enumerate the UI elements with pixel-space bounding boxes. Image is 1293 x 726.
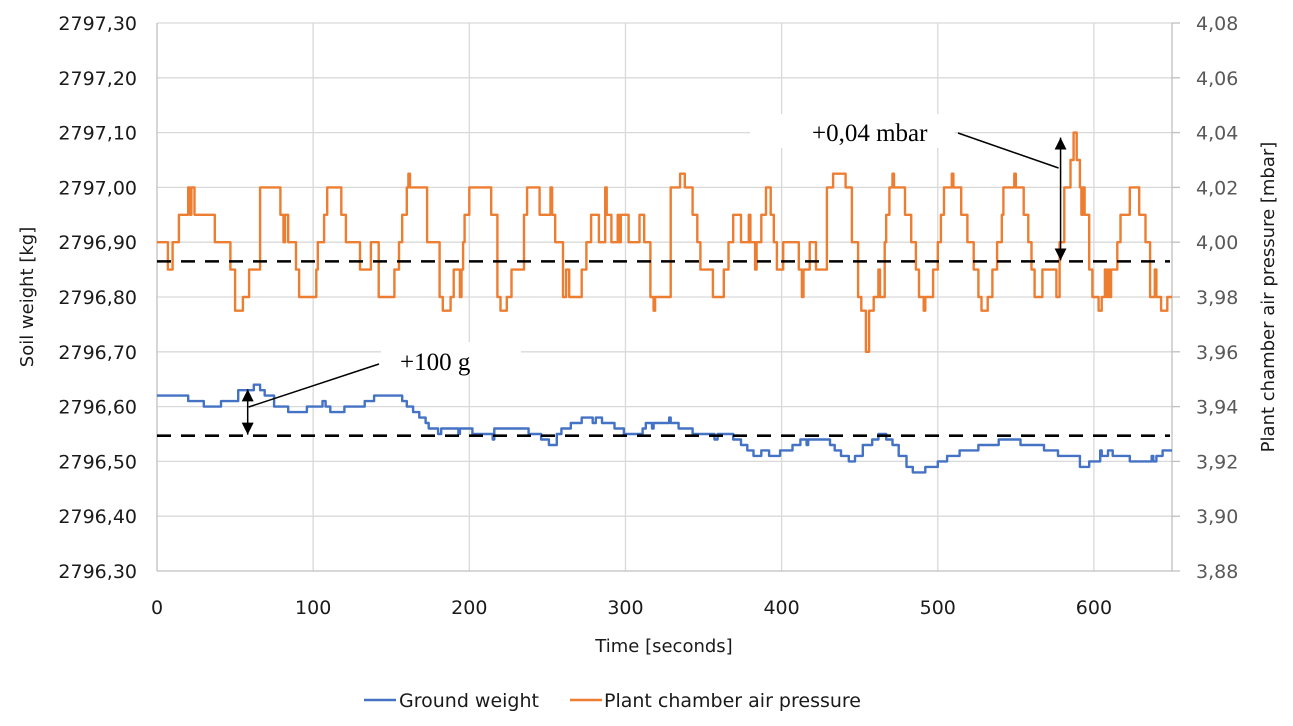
- x-axis-ticks: 0 100 200 300 400 500 600: [151, 597, 1112, 619]
- left-y-axis-ticks: 2797,30 2797,20 2797,10 2797,00 2796,90 2796,…: [58, 13, 137, 583]
- reference-lines: [157, 260, 1170, 437]
- annotation-label-background: [750, 114, 955, 148]
- right-y-tick-label: 3,94: [1196, 397, 1238, 419]
- left-y-tick-label: 2797,10: [58, 123, 137, 145]
- annotations: +0,04 mbar +100 g: [241, 114, 1067, 435]
- legend-label-ground-weight: Ground weight: [399, 690, 539, 712]
- series-line-ground-weight: [157, 383, 1172, 474]
- right-y-tick-label: 3,90: [1196, 506, 1238, 528]
- series-line-air-pressure: [157, 131, 1172, 353]
- right-y-tick-label: 4,06: [1196, 68, 1238, 90]
- pressure-leader-line: [957, 132, 1059, 169]
- x-tick-label: 200: [451, 597, 487, 619]
- x-axis-title: Time [seconds]: [594, 636, 732, 657]
- weight-leader-line: [248, 363, 380, 408]
- left-y-tick-label: 2796,90: [58, 232, 137, 254]
- weight-annotation-label: +100 g: [400, 349, 471, 376]
- x-tick-label: 600: [1076, 597, 1112, 619]
- left-y-tick-label: 2796,60: [58, 397, 137, 419]
- left-y-tick-label: 2796,80: [58, 287, 137, 309]
- right-y-axis-ticks: 4,08 4,06 4,04 4,02 4,00 3,98 3,96 3,94 3,92 3,90…: [1196, 13, 1238, 583]
- series-layer: [157, 131, 1172, 474]
- x-tick-label: 500: [920, 597, 956, 619]
- right-y-tick-label: 4,08: [1196, 13, 1238, 35]
- right-y-tick-label: 3,98: [1196, 287, 1238, 309]
- left-y-tick-label: 2796,40: [58, 506, 137, 528]
- left-y-tick-label: 2797,00: [58, 177, 137, 199]
- pressure-annotation-label: +0,04 mbar: [812, 120, 928, 147]
- x-tick-label: 400: [763, 597, 799, 619]
- annotation-label-background: [381, 342, 521, 375]
- right-y-tick-label: 3,88: [1196, 561, 1238, 583]
- right-y-tick-label: 4,04: [1196, 123, 1238, 145]
- right-y-tick-label: 4,02: [1196, 177, 1238, 199]
- left-y-tick-label: 2796,50: [58, 451, 137, 473]
- right-y-tick-label: 3,92: [1196, 451, 1238, 473]
- left-y-tick-label: 2796,70: [58, 342, 137, 364]
- left-y-tick-label: 2796,30: [58, 561, 137, 583]
- x-tick-label: 100: [295, 597, 331, 619]
- right-y-axis-title: Plant chamber air pressure [mbar]: [1258, 142, 1279, 453]
- right-y-tick-label: 4,00: [1196, 232, 1238, 254]
- legend-label-air-pressure: Plant chamber air pressure: [604, 690, 861, 712]
- x-tick-label: 0: [151, 597, 163, 619]
- right-y-tick-label: 3,96: [1196, 342, 1238, 364]
- x-tick-label: 300: [607, 597, 643, 619]
- left-y-tick-label: 2797,20: [58, 68, 137, 90]
- left-y-axis-title: Soil weight [kg]: [17, 227, 38, 367]
- left-y-tick-label: 2797,30: [58, 13, 137, 35]
- legend: Ground weight Plant chamber air pressure: [364, 690, 861, 712]
